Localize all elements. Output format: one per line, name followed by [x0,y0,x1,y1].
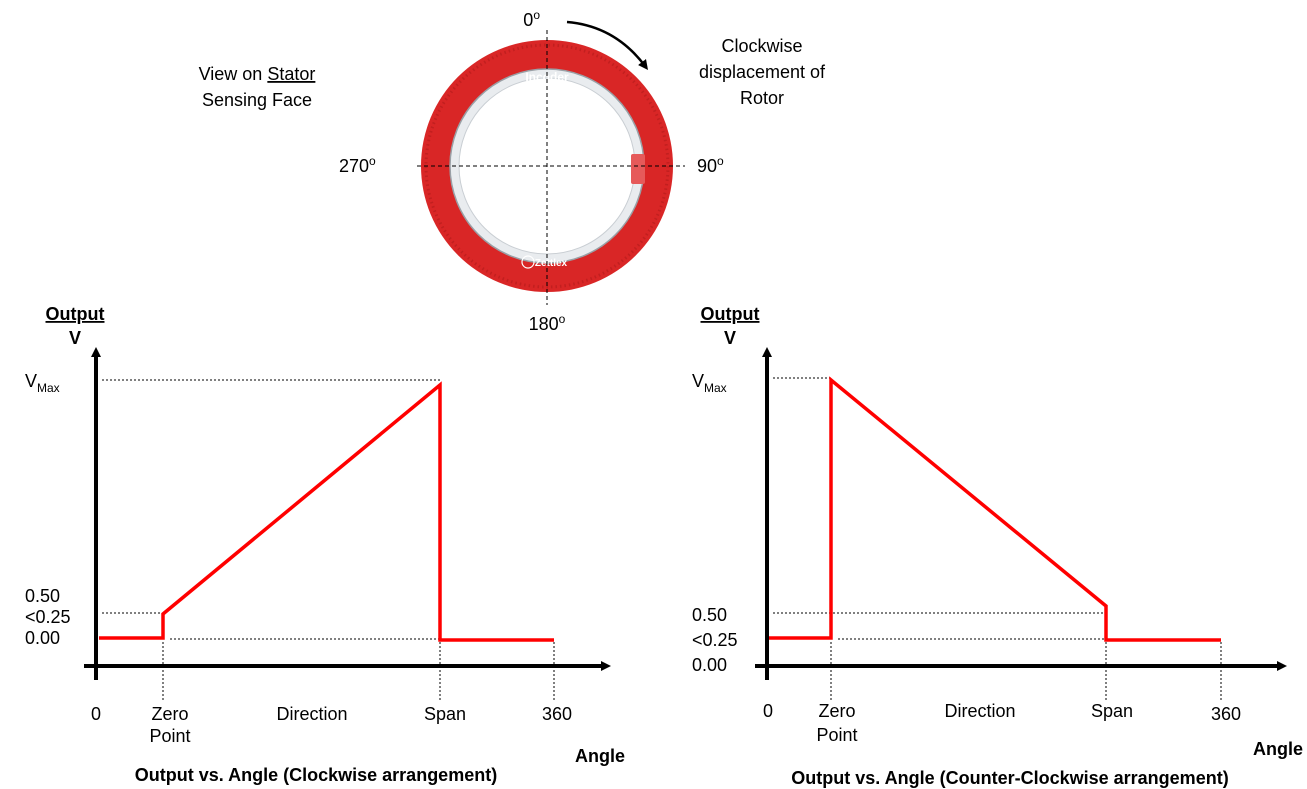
y-tick-label: 0.00 [692,655,727,675]
y-tick-label: 0.50 [25,586,60,606]
y-axis-title: Output [701,304,760,324]
x-tick-label: 360 [1211,704,1241,724]
x-tick-label: 360 [542,704,572,724]
chart-title: Output vs. Angle (Clockwise arrangement) [135,765,497,785]
svg-text:View on Stat: View on Stator [199,64,316,84]
x-tick-label: 0 [91,704,101,724]
y-tick-label: 0.00 [25,628,60,648]
encoder-illustration: View on Stator Sensing Face Incoder Zett… [199,8,826,334]
y-tick-label: <0.25 [25,607,71,627]
x-axis-title: Angle [1253,739,1303,759]
x-tick-label: Point [816,725,857,745]
brand-top: Incoder [525,70,569,84]
rotation-caption-line3: Rotor [740,88,784,108]
angle-0-label: 0o [523,8,540,30]
x-axis-title: Angle [575,746,625,766]
y-axis-unit: V [724,328,736,348]
angle-270-label: 270o [339,154,376,176]
ring-label-plate [631,154,645,184]
view-caption-line1: View on [199,64,263,84]
x-tick-label: Zero [818,701,855,721]
x-tick-label: Span [1091,701,1133,721]
output-series-line [99,381,554,642]
guide-lines [102,379,555,700]
clockwise-arrow-icon [566,20,649,70]
angle-90-label: 90o [697,154,724,176]
vmax-label: VMax [25,371,60,395]
brand-logo-icon [521,255,535,269]
x-tick-label: Direction [276,704,347,724]
view-caption-line2: Sensing Face [202,90,312,110]
chart-clockwise: Output V VMax 0.50 <0.25 0.00 0 Zero Poi… [25,304,625,785]
x-tick-label: 0 [763,701,773,721]
rotation-caption-line2: displacement of [699,62,826,82]
x-tick-label: Direction [944,701,1015,721]
brand-bottom: Zettlex [535,258,568,269]
x-tick-label: Point [149,726,190,746]
y-tick-label: <0.25 [692,630,738,650]
x-tick-label: Span [424,704,466,724]
view-caption-stator: Stator [267,64,315,84]
chart-counter-clockwise: Output V VMax 0.50 <0.25 0.00 0 Zero Poi… [692,304,1303,788]
y-axis-title: Output [46,304,105,324]
rotation-caption-line1: Clockwise [721,36,802,56]
chart-title: Output vs. Angle (Counter-Clockwise arra… [791,768,1228,788]
y-axis-unit: V [69,328,81,348]
output-series-line [769,376,1221,642]
vmax-label: VMax [692,371,727,395]
guide-lines [773,377,1222,700]
view-caption: View on Stator Sensing Face [199,64,316,110]
x-tick-label: Zero [151,704,188,724]
angle-180-label: 180o [529,312,566,334]
y-tick-label: 0.50 [692,605,727,625]
